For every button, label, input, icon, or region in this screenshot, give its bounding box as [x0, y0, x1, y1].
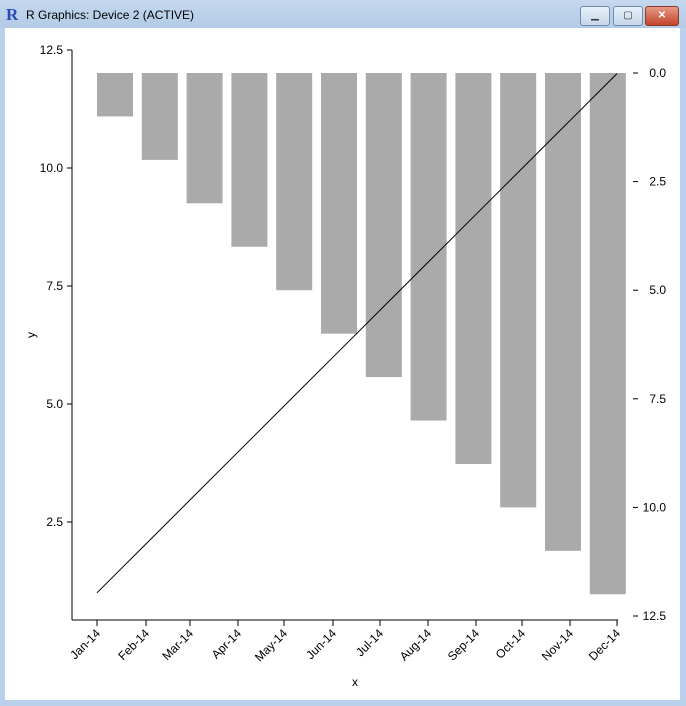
x-tick-label: Nov-14: [539, 626, 576, 663]
bar: [231, 73, 268, 247]
x-tick-label: Jul-14: [353, 626, 386, 659]
right-tick-label: 0.0: [649, 66, 666, 80]
x-tick-label: Jun-14: [303, 626, 339, 662]
x-tick-label: Aug-14: [397, 626, 434, 663]
right-tick-label: 10.0: [643, 500, 667, 514]
minimize-button[interactable]: ▁: [580, 6, 610, 26]
bar: [455, 73, 492, 464]
x-tick-label: Feb-14: [115, 626, 152, 663]
bar: [141, 73, 178, 160]
x-tick-label: May-14: [252, 626, 290, 664]
right-tick-label: 7.5: [649, 392, 666, 406]
x-axis-label: x: [352, 675, 358, 689]
bar: [276, 73, 313, 291]
bar: [186, 73, 223, 204]
series-line: [96, 73, 618, 594]
x-tick-label: Sep-14: [445, 626, 482, 663]
maximize-button[interactable]: ▢: [613, 6, 643, 26]
bar: [410, 73, 447, 421]
bar: [365, 73, 402, 378]
right-tick-label: 5.0: [649, 283, 666, 297]
window-title: R Graphics: Device 2 (ACTIVE): [26, 8, 195, 22]
bar: [545, 73, 581, 551]
close-button[interactable]: ✕: [645, 6, 679, 26]
bar: [321, 73, 357, 334]
bar: [500, 73, 537, 508]
left-tick-label: 12.5: [40, 43, 64, 57]
x-tick-label: Dec-14: [586, 626, 623, 663]
x-tick-label: Jan-14: [67, 626, 103, 662]
left-tick-label: 5.0: [46, 397, 63, 411]
bar: [97, 73, 133, 117]
left-tick-label: 2.5: [46, 515, 63, 529]
x-tick-label: Mar-14: [159, 626, 196, 663]
left-tick-label: 7.5: [46, 279, 63, 293]
title-bar: R R Graphics: Device 2 (ACTIVE) ▁ ▢ ✕: [0, 0, 686, 28]
right-tick-label: 12.5: [643, 609, 667, 623]
x-tick-label: Apr-14: [209, 626, 245, 662]
right-tick-label: 2.5: [649, 175, 666, 189]
y-axis-label: y: [24, 332, 38, 338]
left-tick-label: 10.0: [40, 161, 64, 175]
r-logo-icon: R: [6, 5, 19, 24]
bar: [589, 73, 626, 595]
x-tick-label: Oct-14: [493, 626, 529, 662]
